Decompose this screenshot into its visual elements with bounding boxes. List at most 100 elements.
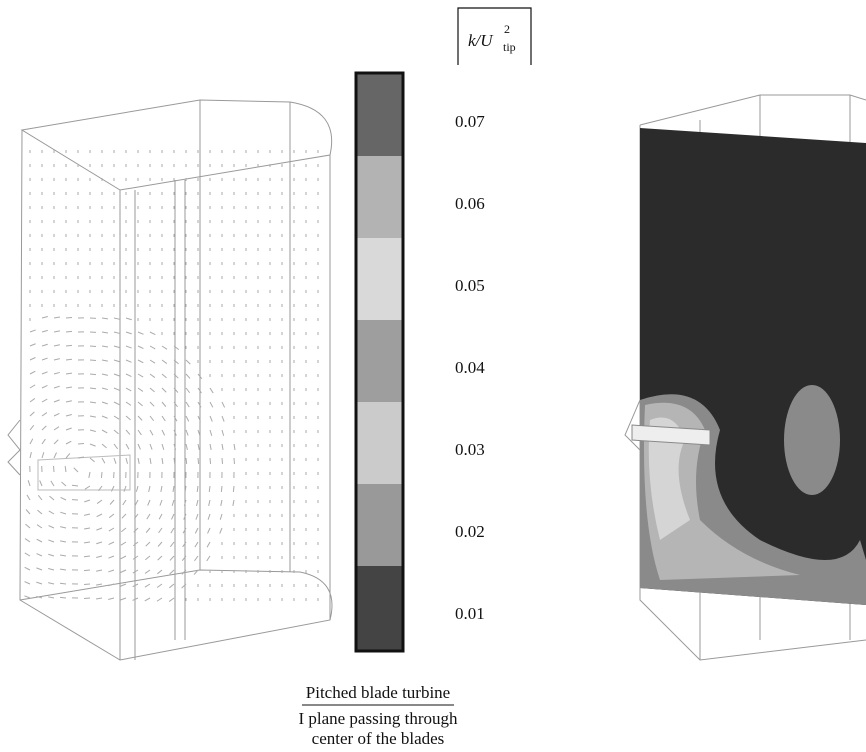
vector [53, 426, 60, 431]
vector [64, 465, 67, 473]
vector [161, 359, 168, 364]
colorbar-tick-label: 0.05 [455, 276, 485, 295]
vector [219, 513, 223, 520]
vector [185, 401, 190, 408]
vector [149, 401, 155, 407]
vector [197, 401, 202, 408]
vector [161, 401, 167, 407]
vector [125, 317, 132, 321]
vector [172, 485, 175, 492]
vector [132, 583, 139, 588]
vector [157, 541, 163, 547]
vector [29, 370, 36, 375]
vector [96, 597, 103, 600]
vector [29, 384, 36, 389]
vector [161, 415, 166, 422]
vector [53, 371, 60, 375]
vector [195, 513, 199, 520]
vector [36, 567, 43, 571]
vector [113, 443, 119, 450]
vector [41, 452, 45, 459]
vector [221, 415, 225, 422]
vector [77, 456, 85, 459]
vector [132, 569, 139, 574]
vector [60, 526, 67, 529]
vector [29, 357, 36, 361]
vector [146, 513, 151, 520]
vector [207, 513, 211, 520]
vector [65, 358, 73, 361]
vector [185, 373, 191, 379]
vector [132, 555, 139, 560]
vector [169, 555, 175, 561]
vector [183, 499, 187, 506]
vector [120, 527, 127, 533]
vector [209, 457, 212, 465]
vector [53, 344, 60, 347]
vector [232, 485, 235, 493]
vector [50, 480, 55, 487]
vector [125, 457, 128, 464]
vector [29, 425, 35, 431]
vector [184, 485, 187, 493]
vector [149, 373, 156, 378]
vector [196, 499, 199, 506]
vector [113, 373, 120, 377]
vector [161, 373, 167, 379]
vector [208, 499, 211, 506]
vector [36, 595, 43, 599]
vector [26, 494, 31, 501]
vector [173, 359, 179, 365]
vector [101, 457, 106, 464]
vector [185, 359, 191, 365]
vector [65, 400, 72, 403]
vector [137, 443, 141, 450]
vector [59, 554, 67, 557]
vector [197, 429, 201, 436]
vector [37, 509, 43, 515]
vector [61, 481, 67, 487]
vector [27, 480, 31, 487]
vector [125, 345, 132, 349]
vector [65, 372, 73, 375]
vector [161, 345, 168, 350]
vector [100, 471, 103, 479]
vector [89, 443, 96, 447]
vector [144, 569, 151, 574]
vector [60, 540, 67, 543]
vector [137, 415, 143, 421]
vector [101, 429, 108, 434]
vector [71, 484, 79, 487]
vector [84, 513, 91, 516]
vector [220, 485, 223, 493]
vector [89, 429, 96, 432]
vector [157, 555, 163, 561]
vector [159, 499, 163, 506]
vector [48, 539, 55, 543]
vector [137, 345, 144, 349]
vector [125, 443, 130, 450]
vector [149, 415, 155, 422]
contour-plot [624, 94, 866, 661]
colorbar [354, 71, 405, 653]
vector [65, 330, 73, 333]
vector [145, 555, 151, 561]
vector [181, 583, 187, 589]
vector [125, 373, 132, 378]
vector [137, 457, 140, 464]
vector [125, 429, 131, 435]
vector [168, 597, 175, 602]
vector [65, 414, 72, 417]
vector [149, 443, 153, 450]
vector [148, 485, 151, 492]
vector [59, 568, 67, 571]
vector [83, 569, 91, 572]
vector [194, 555, 199, 562]
vector [147, 499, 151, 506]
vector [113, 387, 120, 391]
vector [24, 566, 31, 571]
vector [173, 443, 177, 450]
vector [101, 359, 108, 362]
vector [125, 401, 132, 406]
colorbar-tick-label: 0.06 [455, 194, 485, 213]
